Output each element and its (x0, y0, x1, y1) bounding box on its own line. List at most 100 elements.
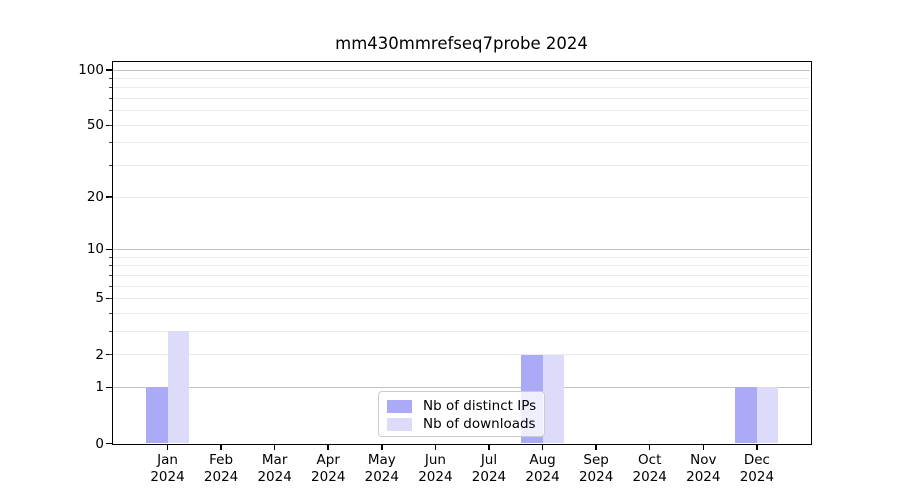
y-tick-label: 100 (78, 62, 104, 78)
y-minor-tick-mark (109, 142, 112, 144)
x-tick-mark (595, 445, 597, 450)
x-tick-label: Sep 2024 (566, 452, 626, 486)
x-tick-label-year: 2024 (311, 469, 346, 485)
y-minor-tick-mark (109, 87, 112, 89)
y-minor-tick-mark (109, 265, 112, 267)
x-tick-label-year: 2024 (150, 469, 185, 485)
y-tick-label: 2 (95, 346, 104, 363)
major-gridline (113, 386, 810, 388)
y-tick-mark (106, 69, 112, 71)
x-tick-mark (220, 445, 222, 450)
x-tick-mark (327, 445, 329, 450)
minor-gridline (113, 98, 810, 100)
x-tick-label-year: 2024 (578, 469, 614, 485)
y-minor-tick-mark (109, 256, 112, 258)
minor-gridline (113, 196, 810, 198)
x-tick-label-year: 2024 (739, 469, 775, 485)
y-minor-tick-mark (109, 124, 112, 126)
x-tick-label-month: Nov (690, 452, 717, 468)
y-tick-label: 5 (95, 290, 104, 307)
x-tick-label: Nov 2024 (673, 452, 733, 486)
minor-gridline (113, 77, 810, 79)
legend-entry-downloads: Nb of downloads (387, 415, 544, 433)
x-tick-label: Oct 2024 (620, 452, 680, 486)
legend-swatch-distinct-ips (387, 399, 412, 413)
y-tick-label: 20 (86, 189, 104, 206)
y-minor-tick-mark (109, 77, 112, 79)
x-tick-label: Jul 2024 (459, 452, 519, 486)
x-tick-label-month: Jul (480, 452, 498, 468)
x-tick-label-year: 2024 (364, 469, 399, 485)
minor-gridline (113, 285, 810, 287)
legend-label-downloads: Nb of downloads (423, 415, 536, 432)
x-tick-mark (434, 445, 437, 450)
x-tick-label-month: Oct (638, 452, 662, 468)
bar-downloads (542, 354, 565, 444)
x-tick-label-month: Sep (583, 452, 609, 468)
minor-gridline (113, 354, 810, 356)
x-tick-label-year: 2024 (203, 469, 239, 485)
minor-gridline (113, 274, 810, 276)
y-tick-label: 1 (95, 379, 104, 396)
bar-downloads (167, 331, 189, 444)
minor-gridline (113, 142, 810, 144)
x-tick-label: Aug 2024 (513, 452, 573, 486)
minor-gridline (113, 124, 810, 126)
y-minor-tick-mark (109, 297, 112, 299)
x-tick-label: Jun 2024 (405, 452, 465, 486)
y-minor-tick-mark (109, 165, 112, 167)
y-tick-label: 10 (86, 241, 104, 258)
y-minor-tick-mark (109, 274, 112, 276)
chart-legend: Nb of distinct IPs Nb of downloads (378, 391, 545, 437)
x-tick-label: Feb 2024 (191, 452, 251, 486)
x-tick-mark (488, 445, 490, 450)
x-tick-label-month: Dec (743, 452, 770, 468)
x-tick-label-month: Apr (316, 452, 340, 468)
y-minor-tick-mark (109, 330, 112, 332)
bar-distinct-ips (146, 387, 168, 444)
y-minor-tick-mark (109, 196, 112, 198)
x-tick-label: Apr 2024 (298, 452, 358, 486)
y-minor-tick-mark (109, 98, 112, 100)
x-tick-label-year: 2024 (686, 469, 721, 485)
x-tick-label-year: 2024 (525, 469, 560, 485)
x-tick-label: Mar 2024 (245, 452, 305, 486)
chart-title: mm430mmrefseq7probe 2024 (335, 34, 588, 53)
y-tick-label: 50 (86, 117, 104, 134)
x-tick-label-month: May (367, 452, 396, 468)
legend-label-distinct-ips: Nb of distinct IPs (423, 397, 537, 414)
legend-entry-distinct-ips: Nb of distinct IPs (387, 397, 544, 415)
x-tick-mark (648, 445, 651, 450)
x-tick-mark (702, 445, 705, 450)
y-minor-tick-mark (109, 285, 112, 287)
legend-swatch-downloads (387, 417, 412, 431)
bar-distinct-ips (735, 387, 757, 444)
minor-gridline (113, 256, 810, 258)
minor-gridline (113, 297, 810, 299)
y-minor-tick-mark (109, 110, 112, 112)
x-tick-label: Dec 2024 (727, 452, 787, 486)
x-tick-label-month: Jan (157, 452, 178, 468)
x-tick-label-month: Feb (209, 452, 234, 468)
y-tick-label: 0 (95, 435, 104, 452)
x-tick-mark (381, 445, 383, 450)
minor-gridline (113, 330, 810, 332)
plot-area-border (111, 61, 812, 446)
minor-gridline (113, 87, 810, 89)
x-tick-label-year: 2024 (418, 469, 453, 485)
y-tick-mark (106, 442, 112, 445)
x-tick-label-month: Jun (424, 452, 446, 468)
x-tick-label-year: 2024 (471, 469, 507, 485)
major-gridline (113, 69, 810, 71)
x-tick-mark (166, 445, 169, 450)
y-minor-tick-mark (109, 354, 112, 356)
x-tick-mark (541, 445, 544, 450)
x-tick-label: Jan 2024 (138, 452, 198, 486)
x-tick-label-year: 2024 (257, 469, 292, 485)
major-gridline (113, 248, 810, 250)
y-minor-tick-mark (109, 312, 112, 314)
x-tick-mark (273, 445, 276, 450)
x-tick-label-year: 2024 (632, 469, 667, 485)
minor-gridline (113, 165, 810, 167)
